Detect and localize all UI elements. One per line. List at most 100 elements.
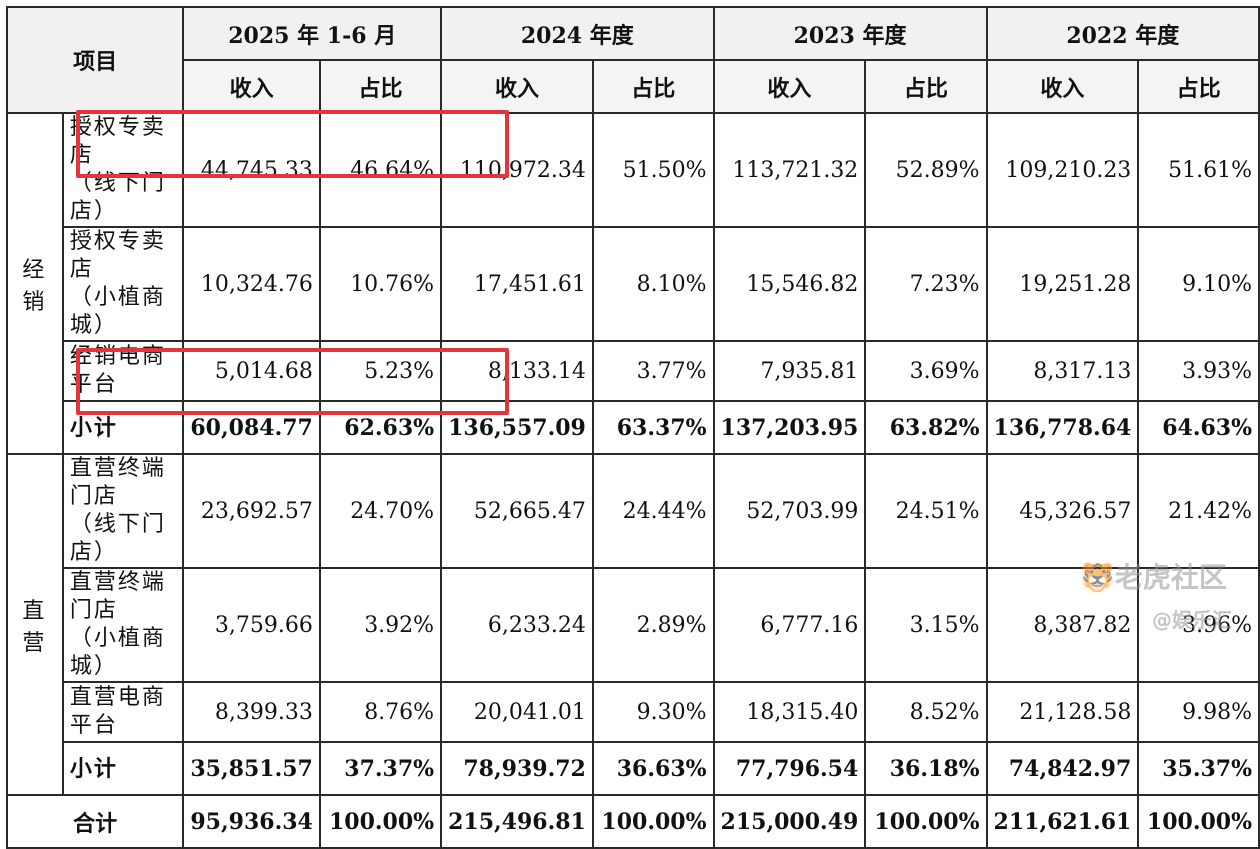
subtotal-share-cell: 62.63% xyxy=(318,400,443,455)
period-header-2023: 2023 年度 xyxy=(712,6,988,61)
share-header: 占比 xyxy=(1137,59,1260,114)
share-cell: 5.23% xyxy=(318,340,443,402)
income-cell: 52,703.99 xyxy=(712,453,867,569)
header-row-periods: 项目 2025 年 1-6 月 2024 年度 2023 年度 2022 年度 xyxy=(5,6,1260,114)
row-label-line: （小植商城） xyxy=(69,285,166,338)
income-header: 收入 xyxy=(985,59,1140,114)
row-label: 经销电商平台 xyxy=(61,340,185,402)
total-income-cell: 211,621.61 xyxy=(985,794,1140,849)
share-cell: 7.23% xyxy=(864,226,988,342)
share-cell: 46.64% xyxy=(318,112,443,228)
share-cell: 9.10% xyxy=(1137,226,1260,342)
income-cell: 20,041.01 xyxy=(440,681,594,743)
subtotal-label: 小计 xyxy=(61,400,185,455)
row-label-line: 授权专卖店 xyxy=(69,115,166,168)
watermark-entertainment: @娱乐汇 xyxy=(1152,608,1232,632)
table-body: 经销 授权专卖店 （线下门店） 44,745.33 46.64% 110,972.34 51… xyxy=(5,112,1260,849)
income-header: 收入 xyxy=(182,59,321,114)
row-label-line: 直营终端门店 xyxy=(69,456,166,509)
share-cell: 52.89% xyxy=(864,112,988,228)
row-label: 授权专卖店 （线下门店） xyxy=(61,112,185,228)
subtotal-income-cell: 136,557.09 xyxy=(440,400,594,455)
share-cell: 24.70% xyxy=(318,453,443,569)
subtotal-share-cell: 63.82% xyxy=(864,400,988,455)
income-cell: 5,014.68 xyxy=(182,340,321,402)
income-cell: 109,210.23 xyxy=(985,112,1140,228)
watermark-tiger-community: 🐯老虎社区 xyxy=(1080,556,1227,596)
share-cell: 3.92% xyxy=(318,567,443,683)
share-cell: 21.42% xyxy=(1137,453,1260,569)
share-cell: 3.93% xyxy=(1137,340,1260,402)
subtotal-share-cell: 35.37% xyxy=(1137,741,1260,796)
income-header: 收入 xyxy=(712,59,867,114)
row-label-line: （小植商城） xyxy=(69,626,166,679)
subtotal-income-cell: 137,203.95 xyxy=(712,400,867,455)
income-cell: 113,721.32 xyxy=(712,112,867,228)
table-row: 直营 直营终端门店 （线下门店） 23,692.57 24.70% 52,665.47 24… xyxy=(6,453,1260,796)
share-cell: 8.76% xyxy=(318,681,443,743)
total-label: 合计 xyxy=(5,794,185,849)
income-cell: 17,451.61 xyxy=(440,226,594,342)
share-header: 占比 xyxy=(591,59,715,114)
share-cell: 9.30% xyxy=(591,681,715,743)
subtotal-income-cell: 136,778.64 xyxy=(985,400,1140,455)
total-share-cell: 100.00% xyxy=(1137,794,1260,849)
table-row: 经销电商平台 5,014.68 5.23% 8,133.14 3.77% 7,935.81… xyxy=(7,340,1260,402)
subtotal-income-cell: 35,851.57 xyxy=(182,741,321,796)
table-row: 直营电商平台 8,399.33 8.76% 20,041.01 9.30% 18,315.… xyxy=(7,681,1260,743)
row-label-line: 经销电商平台 xyxy=(69,344,166,397)
revenue-table: 项目 2025 年 1-6 月 2024 年度 2023 年度 2022 年度 … xyxy=(5,6,1260,849)
income-cell: 21,128.58 xyxy=(985,681,1140,743)
category-label: 直营 xyxy=(6,453,64,796)
table-row: 经销 授权专卖店 （线下门店） 44,745.33 46.64% 110,972.34 51… xyxy=(6,112,1260,455)
share-cell: 24.44% xyxy=(591,453,715,569)
income-cell: 3,759.66 xyxy=(182,567,321,683)
subtotal-row: 小计 35,851.57 37.37% 78,939.72 36.63% 77,796.5… xyxy=(7,741,1260,796)
tiger-logo-icon: 🐯 xyxy=(1080,561,1115,594)
total-income-cell: 95,936.34 xyxy=(182,794,321,849)
share-cell: 3.15% xyxy=(864,567,988,683)
total-share-cell: 100.00% xyxy=(591,794,715,849)
income-cell: 15,546.82 xyxy=(712,226,867,342)
subtotal-share-cell: 64.63% xyxy=(1137,400,1260,455)
subtotal-share-cell: 36.18% xyxy=(864,741,988,796)
income-cell: 23,692.57 xyxy=(182,453,321,569)
header-row-metrics: 收入 占比 收入 占比 收入 占比 收入 占比 xyxy=(7,59,1260,114)
subtotal-row: 小计 60,084.77 62.63% 136,557.09 63.37% 137,203… xyxy=(7,400,1260,455)
subtotal-share-cell: 37.37% xyxy=(318,741,443,796)
share-header: 占比 xyxy=(318,59,443,114)
subtotal-income-cell: 60,084.77 xyxy=(182,400,321,455)
income-cell: 8,399.33 xyxy=(182,681,321,743)
income-cell: 7,935.81 xyxy=(712,340,867,402)
subtotal-share-cell: 63.37% xyxy=(591,400,715,455)
row-label: 直营终端门店 （小植商城） xyxy=(61,567,185,683)
total-income-cell: 215,000.49 xyxy=(712,794,867,849)
total-row: 合计 95,936.34 100.00% 215,496.81 100.00% 215,0… xyxy=(5,794,1260,849)
subtotal-income-cell: 78,939.72 xyxy=(440,741,594,796)
income-cell: 10,324.76 xyxy=(182,226,321,342)
income-cell: 44,745.33 xyxy=(182,112,321,228)
category-label: 经销 xyxy=(6,112,64,455)
income-cell: 6,233.24 xyxy=(440,567,594,683)
share-cell: 51.50% xyxy=(591,112,715,228)
row-label-line: （线下门店） xyxy=(69,171,166,224)
row-label-line: 授权专卖店 xyxy=(69,229,166,282)
share-cell: 9.98% xyxy=(1137,681,1260,743)
income-cell: 6,777.16 xyxy=(712,567,867,683)
row-label: 授权专卖店 （小植商城） xyxy=(61,226,185,342)
row-label-line: 直营电商平台 xyxy=(69,685,166,738)
subtotal-share-cell: 36.63% xyxy=(591,741,715,796)
share-cell: 24.51% xyxy=(864,453,988,569)
share-cell: 8.52% xyxy=(864,681,988,743)
period-header-2024: 2024 年度 xyxy=(440,6,715,61)
share-cell: 3.77% xyxy=(591,340,715,402)
table-row: 直营终端门店 （小植商城） 3,759.66 3.92% 6,233.24 2.89% 6,… xyxy=(7,567,1260,683)
share-cell: 8.10% xyxy=(591,226,715,342)
income-cell: 18,315.40 xyxy=(712,681,867,743)
subtotal-label: 小计 xyxy=(61,741,185,796)
period-header-2025h1: 2025 年 1-6 月 xyxy=(182,6,443,61)
period-header-2022: 2022 年度 xyxy=(985,6,1260,61)
income-cell: 52,665.47 xyxy=(440,453,594,569)
income-cell: 110,972.34 xyxy=(440,112,594,228)
subtotal-income-cell: 74,842.97 xyxy=(985,741,1140,796)
